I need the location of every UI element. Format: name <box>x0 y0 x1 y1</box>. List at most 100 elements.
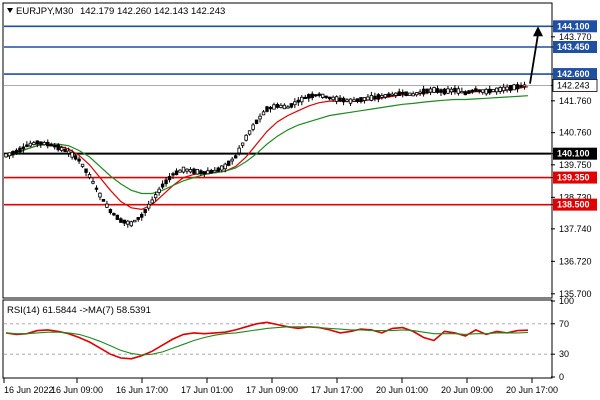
candle-body <box>265 106 269 112</box>
candle-body <box>98 192 102 198</box>
candle-body <box>244 134 248 141</box>
rsi-tick-label: 0 <box>559 372 564 382</box>
forecast-arrow-shaft <box>529 34 539 84</box>
candle-body <box>394 92 398 96</box>
candle-body <box>414 92 419 96</box>
symbol-label: EURJPY,M30 <box>16 6 73 17</box>
candle-body <box>129 221 133 227</box>
time-tick-label: 16 Jun 17:00 <box>116 385 168 395</box>
candle-body <box>268 106 273 110</box>
candle-body <box>160 183 165 188</box>
candle-body <box>397 91 401 96</box>
candle-body <box>77 158 81 162</box>
time-tick-label: 17 Jun 01:00 <box>181 385 233 395</box>
rsi-line <box>5 326 529 356</box>
price-ma-line <box>5 95 529 195</box>
candle-body <box>505 86 509 91</box>
candle-body <box>35 140 40 145</box>
rsi-title: RSI(14) 61.5844 ->MA(7) 58.5391 <box>7 305 151 316</box>
price-tick-label: 141.760 <box>559 96 592 106</box>
candle-body <box>435 88 440 93</box>
candle-body <box>484 88 488 95</box>
candle-body <box>352 99 356 102</box>
candle-body <box>488 88 492 94</box>
price-tick-label: 140.760 <box>559 128 592 138</box>
candle-body <box>494 87 499 93</box>
candle-body <box>401 91 405 95</box>
candle-body <box>164 179 168 185</box>
candle-body <box>286 106 290 109</box>
candle-body <box>213 169 217 173</box>
candle-body <box>293 101 297 106</box>
candle-body <box>49 143 53 147</box>
candle-body <box>136 217 140 220</box>
candle-body <box>233 155 238 159</box>
candle-body <box>167 176 172 181</box>
candle-body <box>481 89 485 93</box>
candle-body <box>42 142 46 146</box>
rsi-series <box>5 321 529 360</box>
candle-body <box>470 89 475 93</box>
candle-body <box>453 87 457 93</box>
time-tick-label: 16 Jun 2022 <box>4 385 54 395</box>
candle-body <box>56 144 60 151</box>
candle-body <box>261 111 266 116</box>
candle-body <box>296 99 301 103</box>
candle-body <box>84 168 88 173</box>
candle-body <box>327 96 332 100</box>
candle-body <box>122 219 127 224</box>
candle-body <box>87 174 92 178</box>
candle-body <box>508 84 513 91</box>
candle-body <box>383 94 388 98</box>
time-tick-label: 16 Jun 09:00 <box>51 385 103 395</box>
candle-body <box>300 96 304 103</box>
level-tag-label: 138.500 <box>557 200 590 210</box>
candle-body <box>456 88 461 94</box>
candle-body <box>369 95 374 101</box>
candle-body <box>258 115 262 120</box>
candle-body <box>18 147 22 153</box>
candle-body <box>317 93 321 96</box>
candle-body <box>126 220 130 225</box>
time-tick-label: 20 Jun 01:00 <box>376 385 428 395</box>
rsi-tick-label: 100 <box>559 296 574 306</box>
rsi-axis: 100 70 30 0 <box>551 296 574 382</box>
candle-body <box>171 173 175 176</box>
level-tag-label: 142.600 <box>557 69 590 79</box>
time-tick-label: 17 Jun 09:00 <box>246 385 298 395</box>
candle-body <box>491 89 495 93</box>
rsi-tick-label: 30 <box>559 349 569 359</box>
candle-body <box>199 170 203 175</box>
candle-body <box>195 168 200 175</box>
candle-body <box>334 96 339 102</box>
candle-body <box>94 187 99 190</box>
candle-body <box>320 93 325 98</box>
candle-body <box>411 93 415 97</box>
candle-body <box>32 142 36 145</box>
price-horizontal-lines <box>4 25 551 206</box>
level-tag <box>553 40 597 53</box>
candle-body <box>390 93 394 96</box>
candle-body <box>181 166 186 173</box>
candle-body <box>310 93 314 99</box>
candle-body <box>421 88 426 95</box>
candle-body <box>150 199 154 204</box>
candle-body <box>59 147 64 151</box>
candle-body <box>91 181 95 184</box>
candle-body <box>146 203 151 209</box>
candle-body <box>338 97 342 102</box>
level-tag <box>553 20 597 33</box>
candle-body <box>439 89 443 93</box>
candle-body <box>376 94 381 100</box>
candle-body <box>474 88 478 92</box>
candle-body <box>460 90 464 94</box>
candle-body <box>515 84 520 90</box>
triangle-down-icon[interactable] <box>7 8 13 13</box>
level-tag-label: 143.450 <box>557 42 590 52</box>
forecast-arrow-head <box>533 26 543 37</box>
candle-body <box>133 219 137 223</box>
candle-body <box>63 148 67 153</box>
candle-body <box>449 88 454 93</box>
level-tag-label: 140.100 <box>557 149 590 159</box>
candle-body <box>25 144 29 147</box>
